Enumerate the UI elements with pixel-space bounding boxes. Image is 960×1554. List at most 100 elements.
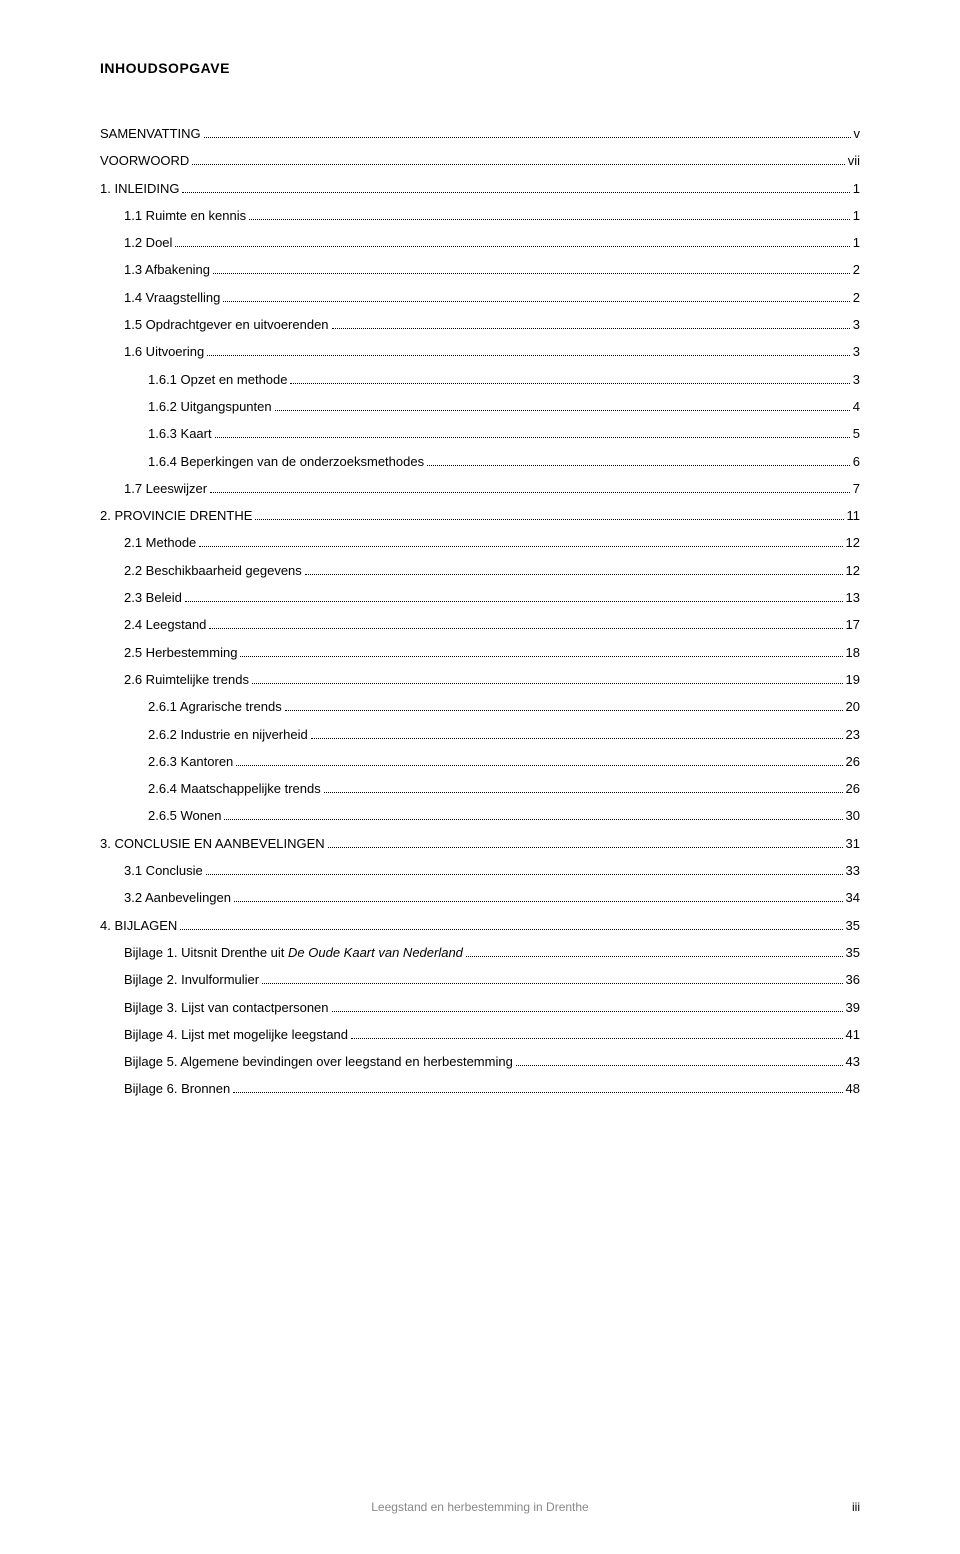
toc-entry-page: 20 (846, 693, 860, 720)
toc-entry-label: 1.6.3 Kaart (148, 420, 212, 447)
toc-entry: 4. BIJLAGEN35 (100, 912, 860, 939)
page-footer: Leegstand en herbestemming in Drenthe ii… (0, 1500, 960, 1514)
toc-entry-label: 2.6.3 Kantoren (148, 748, 233, 775)
toc-entry: Bijlage 3. Lijst van contactpersonen 39 (100, 994, 860, 1021)
toc-entry: 2.1 Methode 12 (100, 529, 860, 556)
toc-entry-label-italic: De Oude Kaart van Nederland (288, 945, 463, 960)
toc-dots (427, 465, 850, 466)
toc-entry-label: 2.2 Beschikbaarheid gegevens (124, 557, 302, 584)
toc-dots (311, 738, 843, 739)
toc-entry-label: 2.6 Ruimtelijke trends (124, 666, 249, 693)
toc-entry-label: 3.1 Conclusie (124, 857, 203, 884)
toc-entry-label: VOORWOORD (100, 147, 189, 174)
toc-entry-label: 1.6.2 Uitgangspunten (148, 393, 272, 420)
toc-entry-page: 34 (846, 884, 860, 911)
toc-dots (234, 901, 843, 902)
toc-entry: 1.6.3 Kaart5 (100, 420, 860, 447)
toc-entry-label: 2.6.5 Wonen (148, 802, 221, 829)
toc-entry-page: 43 (846, 1048, 860, 1075)
toc-entry: Bijlage 2. Invulformulier 36 (100, 966, 860, 993)
toc-dots (262, 983, 842, 984)
toc-entry-label: 1. INLEIDING (100, 175, 179, 202)
toc-entry-page: 39 (846, 994, 860, 1021)
toc-entry-label: 1.1 Ruimte en kennis (124, 202, 246, 229)
toc-entry-label: 2.6.2 Industrie en nijverheid (148, 721, 308, 748)
toc-entry-page: 35 (846, 939, 860, 966)
toc-entry-page: 3 (853, 311, 860, 338)
toc-entry: 3.1 Conclusie 33 (100, 857, 860, 884)
toc-entry-label: 2.6.4 Maatschappelijke trends (148, 775, 321, 802)
toc-entry: 1. INLEIDING1 (100, 175, 860, 202)
toc-entry-label: 1.4 Vraagstelling (124, 284, 220, 311)
toc-entry: VOORWOORD vii (100, 147, 860, 174)
toc-dots (236, 765, 842, 766)
toc-dots (185, 601, 843, 602)
toc-entry: 1.2 Doel 1 (100, 229, 860, 256)
toc-entry: 3. CONCLUSIE EN AANBEVELINGEN31 (100, 830, 860, 857)
toc-dots (192, 164, 844, 165)
toc-entry-label: Bijlage 6. Bronnen (124, 1075, 230, 1102)
toc-entry-page: 1 (853, 229, 860, 256)
toc-entry-label: Bijlage 2. Invulformulier (124, 966, 259, 993)
toc-entry-label-prefix: Bijlage 1. Uitsnit Drenthe uit (124, 945, 288, 960)
toc-dots (285, 710, 843, 711)
toc-entry-label: 1.6 Uitvoering (124, 338, 204, 365)
toc-dots (466, 956, 843, 957)
toc-entry: Bijlage 6. Bronnen 48 (100, 1075, 860, 1102)
toc-entry: 2.2 Beschikbaarheid gegevens12 (100, 557, 860, 584)
toc-entry-label: 1.2 Doel (124, 229, 172, 256)
toc-entry: 2.6 Ruimtelijke trends19 (100, 666, 860, 693)
toc-dots (252, 683, 843, 684)
toc-entry-page: 26 (846, 748, 860, 775)
toc-entry-page: 4 (853, 393, 860, 420)
toc-entry-label: 1.6.1 Opzet en methode (148, 366, 287, 393)
toc-dots (182, 192, 849, 193)
toc-entry-label: 1.3 Afbakening (124, 256, 210, 283)
toc-entry-page: 3 (853, 366, 860, 393)
toc-entry: 1.1 Ruimte en kennis 1 (100, 202, 860, 229)
toc-entry-page: 11 (847, 502, 861, 529)
toc-dots (180, 929, 842, 930)
toc-dots (275, 410, 850, 411)
toc-dots (233, 1092, 842, 1093)
toc-dots (224, 819, 842, 820)
toc-entry-page: 48 (846, 1075, 860, 1102)
toc-entry: 1.6 Uitvoering3 (100, 338, 860, 365)
toc-entry-page: 1 (853, 202, 860, 229)
toc-entry: 1.6.2 Uitgangspunten 4 (100, 393, 860, 420)
footer-page-number: iii (852, 1500, 860, 1514)
toc-entry-label: 2.1 Methode (124, 529, 196, 556)
toc-dots (332, 328, 850, 329)
toc-dots (215, 437, 850, 438)
toc-entry-page: 23 (846, 721, 860, 748)
toc-dots (516, 1065, 843, 1066)
toc-entry: 2.5 Herbestemming18 (100, 639, 860, 666)
toc-entry: 1.5 Opdrachtgever en uitvoerenden3 (100, 311, 860, 338)
toc-dots (206, 874, 843, 875)
toc-entry-page: 17 (846, 611, 860, 638)
toc-entry-page: v (854, 120, 861, 147)
toc-entry: 1.6.4 Beperkingen van de onderzoeksmetho… (100, 448, 860, 475)
toc-entry: 1.6.1 Opzet en methode 3 (100, 366, 860, 393)
toc-entry-page: 6 (853, 448, 860, 475)
toc-entry-page: 13 (846, 584, 860, 611)
toc-entry: 2.6.2 Industrie en nijverheid 23 (100, 721, 860, 748)
toc-entry-page: 36 (846, 966, 860, 993)
toc-entry-page: 33 (846, 857, 860, 884)
toc-entry: Bijlage 5. Algemene bevindingen over lee… (100, 1048, 860, 1075)
toc-entry-page: 12 (846, 529, 860, 556)
toc-dots (210, 492, 850, 493)
toc-entry-page: vii (848, 147, 860, 174)
toc-body: SAMENVATTINGvVOORWOORDvii1. INLEIDING11.… (100, 120, 860, 1103)
toc-dots (207, 355, 850, 356)
toc-dots (255, 519, 843, 520)
toc-dots (209, 628, 842, 629)
toc-entry: 2.6.3 Kantoren 26 (100, 748, 860, 775)
toc-entry-page: 7 (853, 475, 860, 502)
toc-entry: 2.6.4 Maatschappelijke trends26 (100, 775, 860, 802)
toc-dots (223, 301, 849, 302)
toc-dots (199, 546, 842, 547)
toc-entry-page: 2 (853, 256, 860, 283)
toc-entry-label: 4. BIJLAGEN (100, 912, 177, 939)
toc-entry-label: Bijlage 3. Lijst van contactpersonen (124, 994, 329, 1021)
